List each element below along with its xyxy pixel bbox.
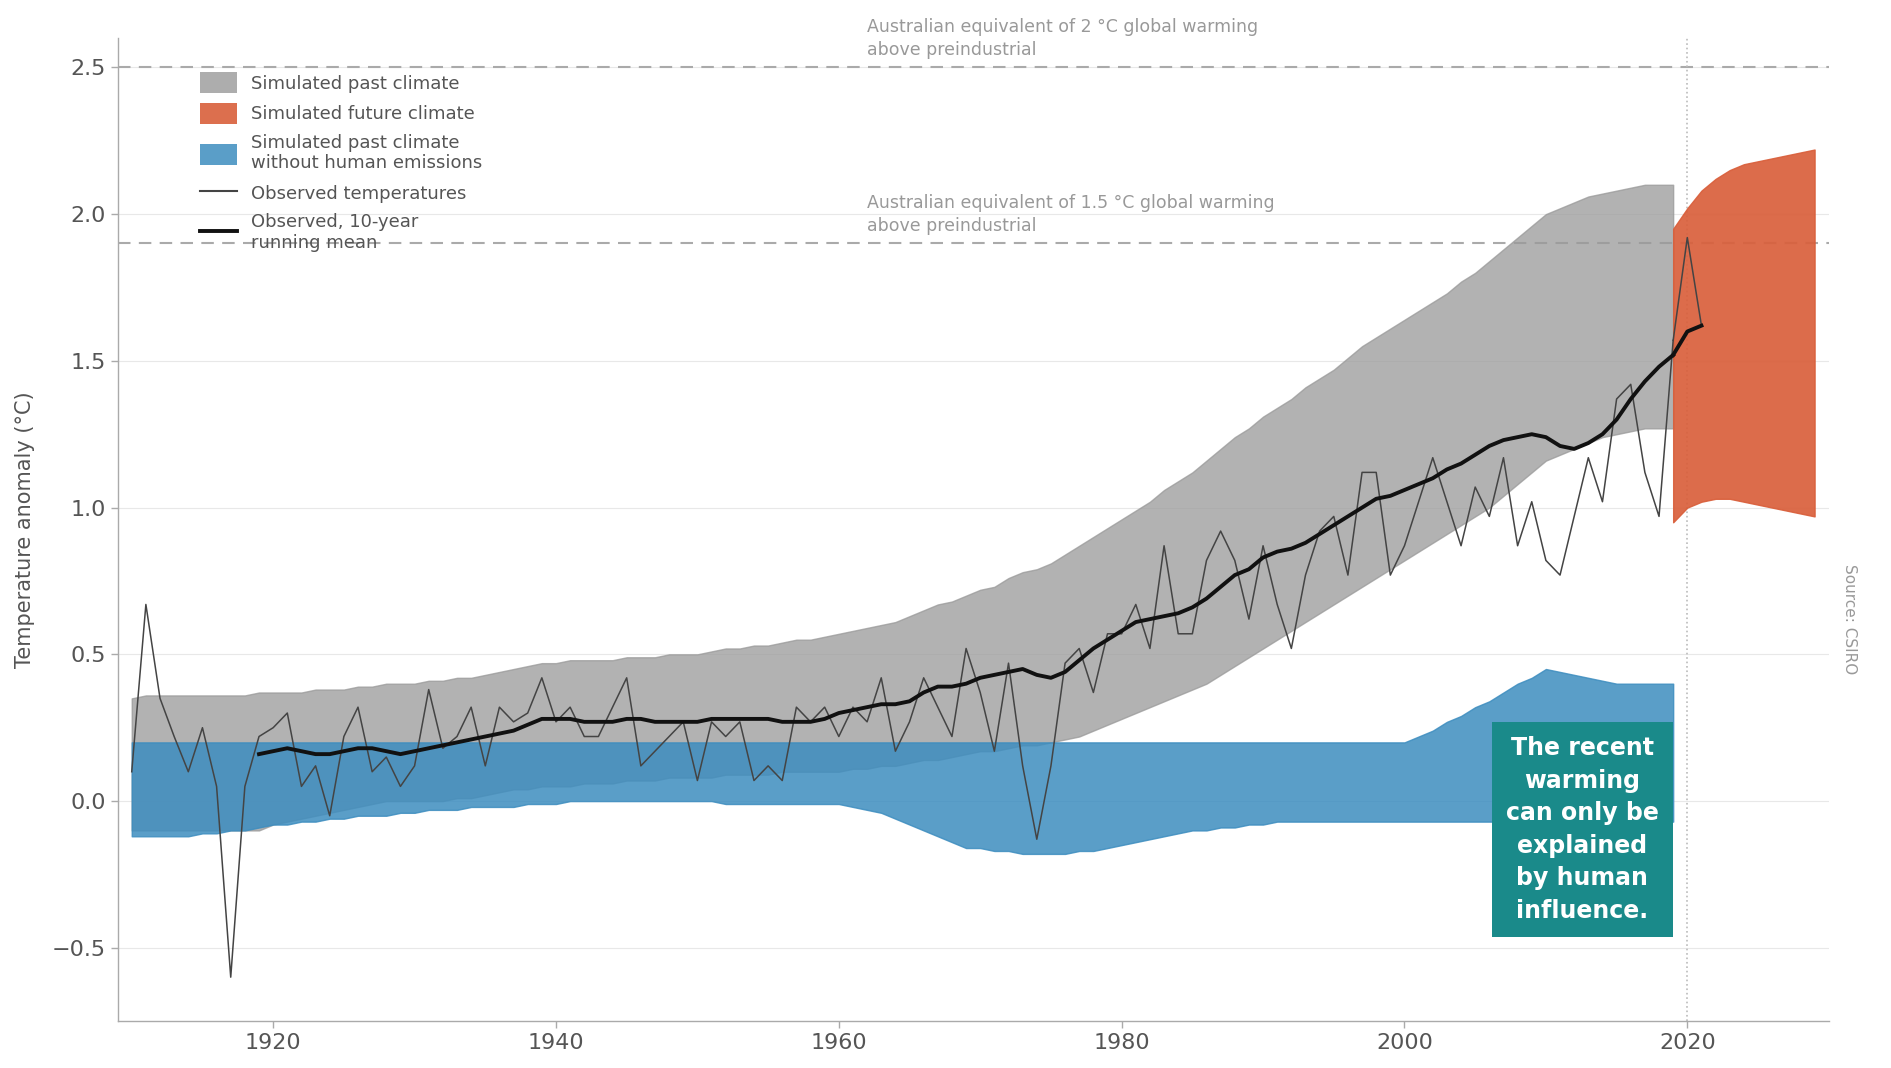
Legend: Simulated past climate, Simulated future climate, Simulated past climate
without: Simulated past climate, Simulated future… bbox=[195, 66, 488, 257]
Text: Australian equivalent of 1.5 °C global warming
above preindustrial: Australian equivalent of 1.5 °C global w… bbox=[868, 194, 1275, 235]
Text: Source: CSIRO: Source: CSIRO bbox=[1842, 564, 1857, 675]
Y-axis label: Temperature anomaly (°C): Temperature anomaly (°C) bbox=[15, 391, 36, 668]
Text: Australian equivalent of 2 °C global warming
above preindustrial: Australian equivalent of 2 °C global war… bbox=[868, 18, 1258, 59]
Text: The recent
warming
can only be
explained
by human
influence.: The recent warming can only be explained… bbox=[1505, 736, 1658, 923]
